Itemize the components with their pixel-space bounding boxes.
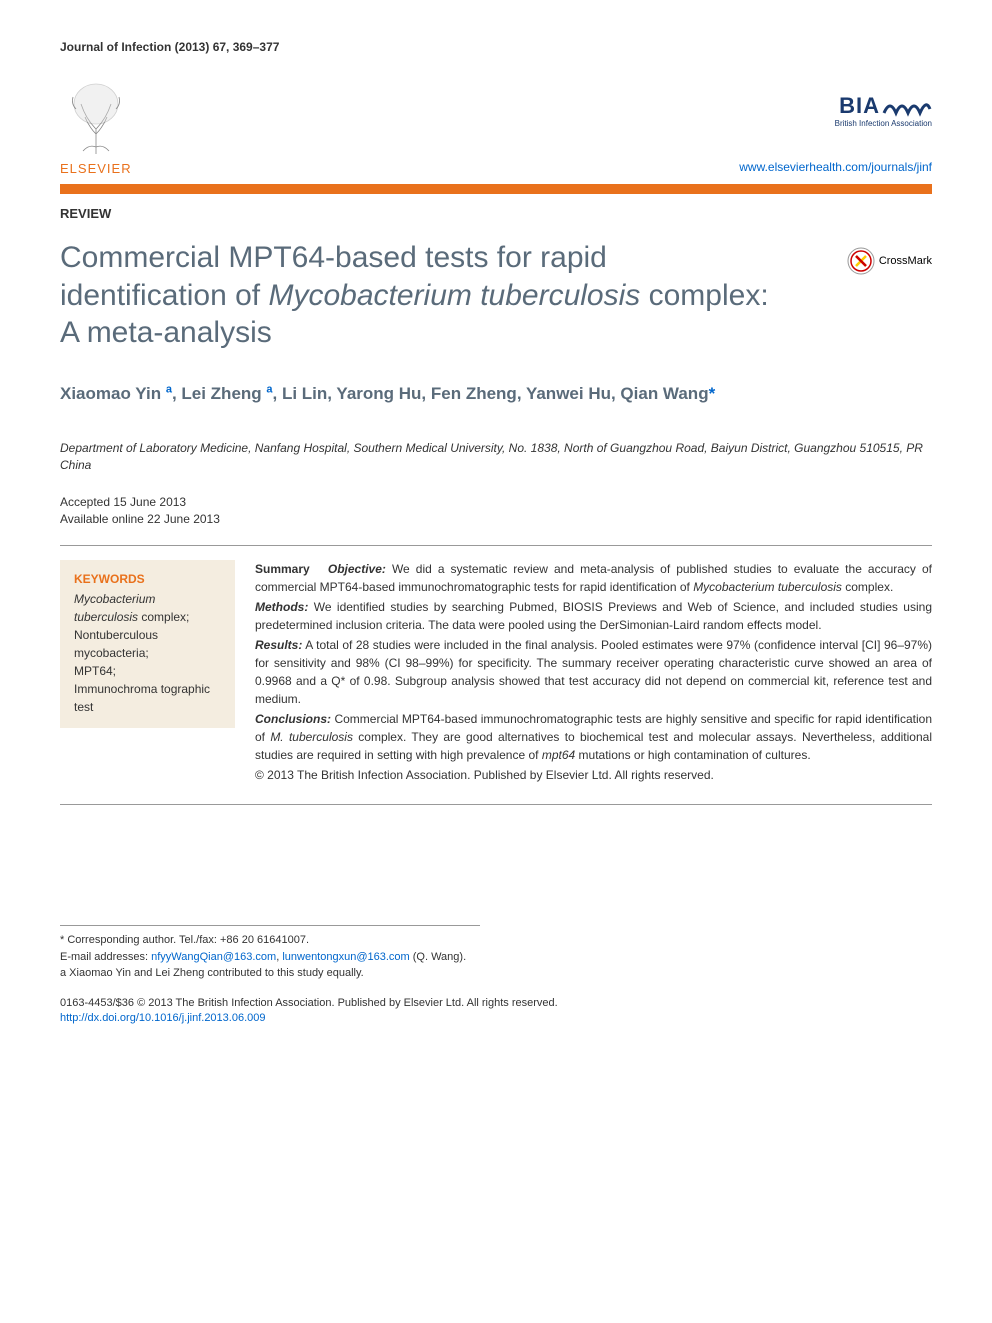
journal-citation: Journal of Infection (2013) 67, 369–377 xyxy=(60,40,932,54)
keywords-heading: KEYWORDS xyxy=(74,572,221,586)
footnotes-block: * Corresponding author. Tel./fax: +86 20… xyxy=(60,925,480,982)
article-title: Commercial MPT64-based tests for rapid i… xyxy=(60,239,780,352)
methods-label: Methods: xyxy=(255,600,308,614)
crossmark-badge[interactable]: CrossMark xyxy=(847,247,932,275)
author-corr-mark[interactable]: * xyxy=(709,384,716,403)
title-row: Commercial MPT64-based tests for rapid i… xyxy=(60,239,932,382)
objective-text2: complex. xyxy=(842,580,893,594)
accepted-date: Accepted 15 June 2013 xyxy=(60,494,932,511)
author-seg1: Xiaomao Yin xyxy=(60,384,166,403)
corresponding-author-note: * Corresponding author. Tel./fax: +86 20… xyxy=(60,932,480,949)
article-dates: Accepted 15 June 2013 Available online 2… xyxy=(60,494,932,528)
author-seg3: , Li Lin, Yarong Hu, Fen Zheng, Yanwei H… xyxy=(273,384,709,403)
elsevier-name: ELSEVIER xyxy=(60,161,132,176)
email-link-1[interactable]: nfyyWangQian@163.com xyxy=(151,951,276,963)
crossmark-icon xyxy=(847,247,875,275)
conclusions-text3: mutations or high contamination of cultu… xyxy=(575,748,810,762)
article-type: REVIEW xyxy=(60,206,932,221)
email-label: E-mail addresses: xyxy=(60,951,148,963)
right-header-block: BIA British Infection Association www.el… xyxy=(739,93,932,176)
bia-subtitle: British Infection Association xyxy=(835,119,932,128)
keywords-list: Mycobacterium tuberculosis complex;Nontu… xyxy=(74,590,221,716)
objective-label: Objective: xyxy=(328,562,386,576)
bia-acronym: BIA xyxy=(839,93,880,119)
objective-italic: Mycobacterium tuberculosis xyxy=(693,580,842,594)
section-divider xyxy=(60,545,932,546)
conclusions-italic1: M. tuberculosis xyxy=(270,730,353,744)
copyright-block: 0163-4453/$36 © 2013 The British Infecti… xyxy=(60,996,932,1027)
header-logos-row: ELSEVIER BIA British Infection Associati… xyxy=(60,79,932,176)
email-name: (Q. Wang). xyxy=(410,951,466,963)
affiliation: Department of Laboratory Medicine, Nanfa… xyxy=(60,440,932,474)
authors-list: Xiaomao Yin a, Lei Zheng a, Li Lin, Yaro… xyxy=(60,382,932,406)
title-italic: Mycobacterium tuberculosis xyxy=(268,279,640,312)
results-text: A total of 28 studies were included in t… xyxy=(255,638,932,706)
section-divider-2 xyxy=(60,804,932,805)
conclusions-label: Conclusions: xyxy=(255,712,331,726)
orange-divider-bar xyxy=(60,184,932,194)
crossmark-label: CrossMark xyxy=(879,255,932,267)
keywords-box: KEYWORDS Mycobacterium tuberculosis comp… xyxy=(60,560,235,728)
methods-text: We identified studies by searching Pubme… xyxy=(255,600,932,632)
abstract-section: KEYWORDS Mycobacterium tuberculosis comp… xyxy=(60,560,932,786)
issn-copyright-line: 0163-4453/$36 © 2013 The British Infecti… xyxy=(60,996,932,1011)
author-seg2: , Lei Zheng xyxy=(172,384,266,403)
contribution-note: a Xiaomao Yin and Lei Zheng contributed … xyxy=(60,965,480,982)
results-label: Results: xyxy=(255,638,302,652)
online-date: Available online 22 June 2013 xyxy=(60,511,932,528)
abstract-copyright: © 2013 The British Infection Association… xyxy=(255,766,932,784)
elsevier-logo[interactable]: ELSEVIER xyxy=(60,79,132,176)
conclusions-italic2: mpt64 xyxy=(542,748,575,762)
elsevier-tree-icon xyxy=(61,79,131,159)
journal-url-link[interactable]: www.elsevierhealth.com/journals/jinf xyxy=(739,160,932,174)
email-link-2[interactable]: lunwentongxun@163.com xyxy=(282,951,409,963)
bia-logo[interactable]: BIA British Infection Association xyxy=(739,93,932,128)
abstract-body: Summary Objective: We did a systematic r… xyxy=(255,560,932,786)
summary-label: Summary xyxy=(255,562,310,576)
doi-link[interactable]: http://dx.doi.org/10.1016/j.jinf.2013.06… xyxy=(60,1012,266,1024)
bia-wave-icon xyxy=(882,95,932,117)
